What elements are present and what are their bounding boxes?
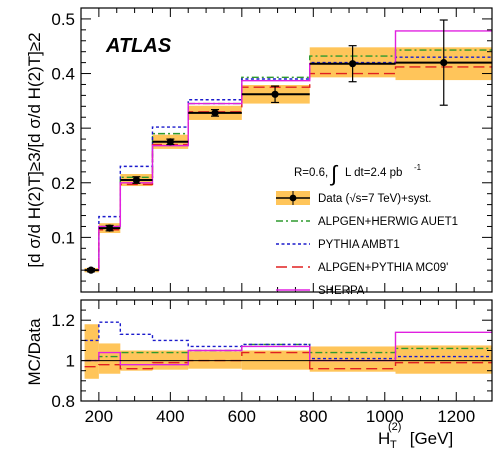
x-axis-title-main: H — [378, 429, 390, 448]
top-y-tick-label-1: 0.2 — [51, 174, 75, 193]
top-y-tick-label-3: 0.4 — [51, 65, 75, 84]
annotation-luminosity: L dt=2.4 pb — [345, 167, 402, 179]
legend-label-series-3: SHERPA — [318, 285, 365, 297]
series-ratio-line-1 — [84, 321, 492, 360]
data-point-7 — [440, 59, 448, 67]
legend-label-series-2: ALPGEN+PYTHIA MC09' — [318, 262, 448, 274]
x-tick-label-1000: 1000 — [366, 407, 404, 426]
top-y-tick-label-4: 0.5 — [51, 10, 75, 29]
x-axis-title-unit: [GeV] — [405, 429, 453, 448]
x-axis-title-sub: T — [390, 439, 397, 451]
data-point-3 — [166, 138, 174, 146]
data-point-2 — [132, 176, 140, 184]
syst-band-ratio-bin-0 — [84, 324, 99, 379]
legend-label-series-0: ALPGEN+HERWIG AUET1 — [318, 216, 458, 228]
integral-symbol: ∫ — [329, 161, 339, 186]
legend: Data (√s=7 TeV)+syst. ALPGEN+HERWIG AUET1… — [276, 191, 458, 297]
axes-layer: 200 400 600 800 1000 1200 0.1 0.2 0.3 0.4 0.5 0.8 1 1… — [51, 7, 493, 426]
top-y-tick-label-2: 0.3 — [51, 119, 75, 138]
bottom-y-tick-label-2: 1.2 — [51, 311, 75, 330]
syst-band-ratio-bin-1 — [98, 343, 121, 374]
x-tick-label-600: 600 — [228, 407, 256, 426]
luminosity-annotation: R=0.6, ∫ L dt=2.4 pb -1 — [294, 161, 422, 186]
syst-band-ratio-bin-5 — [241, 350, 310, 370]
brand-label: ATLAS — [105, 35, 172, 57]
x-tick-label-800: 800 — [299, 407, 327, 426]
legend-label-data: Data (√s=7 TeV)+syst. — [318, 192, 431, 205]
data-point-0 — [87, 266, 95, 274]
data-point-1 — [105, 224, 114, 232]
x-tick-label-400: 400 — [156, 407, 184, 426]
data-point-5 — [271, 90, 279, 98]
annotation-params: R=0.6, — [294, 167, 328, 179]
bottom-y-tick-label-0: 0.8 — [51, 392, 75, 411]
legend-swatch-data-marker — [289, 194, 297, 202]
series-ratio-line-0 — [84, 343, 492, 362]
x-tick-label-200: 200 — [85, 407, 113, 426]
annotation-luminosity-exponent: -1 — [414, 163, 422, 172]
data-points-layer — [84, 19, 492, 274]
top-y-tick-label-0: 0.1 — [51, 228, 75, 247]
syst-band-ratio-bin-3 — [152, 350, 189, 370]
x-tick-label-1200: 1200 — [437, 407, 475, 426]
data-point-4 — [211, 109, 219, 117]
top-y-axis-title: [d σ/d H(2)T]≥3/[d σ/d H(2)T]≥2 — [25, 32, 44, 267]
bottom-y-axis-title: MC/Data — [25, 318, 44, 386]
legend-label-series-1: PYTHIA AMBT1 — [318, 239, 400, 251]
syst-band-ratio-bin-7 — [395, 345, 492, 374]
bottom-y-tick-label-1: 1 — [66, 352, 75, 371]
x-axis-title-sup: (2) — [388, 421, 401, 433]
x-axis-title: H T (2) [GeV] — [378, 421, 453, 451]
series-line-0 — [84, 49, 492, 271]
data-point-6 — [349, 60, 357, 68]
systematic-band-layer — [84, 47, 492, 379]
